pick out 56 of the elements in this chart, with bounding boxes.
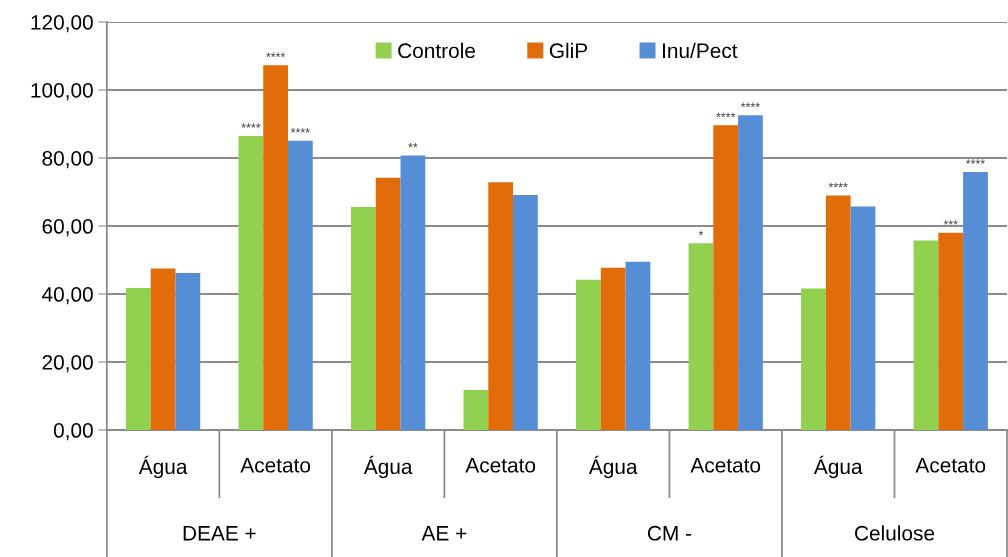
bar xyxy=(125,287,151,430)
bar xyxy=(351,206,376,430)
bar xyxy=(375,177,401,430)
bar xyxy=(938,232,964,430)
x-tick-label: Acetato xyxy=(465,458,536,473)
data-label: **** xyxy=(716,112,736,118)
bar xyxy=(913,240,939,430)
x-tick-label: Água xyxy=(363,455,413,479)
bar xyxy=(400,155,426,430)
bar xyxy=(688,243,714,430)
data-label: **** xyxy=(828,182,848,188)
bar xyxy=(600,267,626,430)
bar xyxy=(850,206,876,430)
y-tick-label: 60,00 xyxy=(42,219,93,237)
x-tick-label: Água xyxy=(813,455,863,479)
y-tick-label: 120,00 xyxy=(31,15,93,33)
x-tick-label: Água xyxy=(588,455,638,479)
bar xyxy=(463,389,489,430)
text: Celulose xyxy=(855,525,935,541)
bar xyxy=(576,279,601,430)
data-label: **** xyxy=(965,159,986,164)
x-tick-label: Água xyxy=(138,455,188,479)
y-tick-label: 100,00 xyxy=(31,83,93,101)
legend-label: Inu/Pect xyxy=(663,42,738,59)
text: CM - xyxy=(647,525,692,541)
bar xyxy=(150,268,176,430)
text: DEAE + xyxy=(183,526,256,541)
bar xyxy=(738,115,763,430)
bar xyxy=(625,261,651,430)
x-tick-label: Acetato xyxy=(915,458,986,473)
data-label: *** xyxy=(943,220,958,225)
legend-label: Controle xyxy=(398,42,475,59)
data-label: **** xyxy=(241,123,261,128)
bar xyxy=(801,288,826,430)
bar xyxy=(238,135,264,430)
bar xyxy=(963,171,988,430)
bar xyxy=(825,195,851,430)
bar xyxy=(288,140,313,430)
y-tick-label: 80,00 xyxy=(42,151,93,169)
data-label: ** xyxy=(408,143,418,148)
x-tick-label: Acetato xyxy=(240,458,311,473)
data-label: **** xyxy=(290,128,310,133)
x-tick-label: Acetato xyxy=(690,458,761,473)
bar xyxy=(488,182,514,430)
y-tick-label: 0,00 xyxy=(53,423,93,441)
legend-label: GliP xyxy=(549,42,588,59)
data-label: **** xyxy=(266,52,286,57)
text: AE + xyxy=(421,526,467,541)
bar xyxy=(513,195,538,430)
bar xyxy=(713,125,739,430)
data-label: * xyxy=(698,230,704,236)
y-tick-label: 40,00 xyxy=(42,287,93,305)
y-tick-label: 20,00 xyxy=(42,355,93,373)
bar xyxy=(175,272,201,430)
bar xyxy=(263,65,288,430)
data-label: **** xyxy=(740,102,760,107)
